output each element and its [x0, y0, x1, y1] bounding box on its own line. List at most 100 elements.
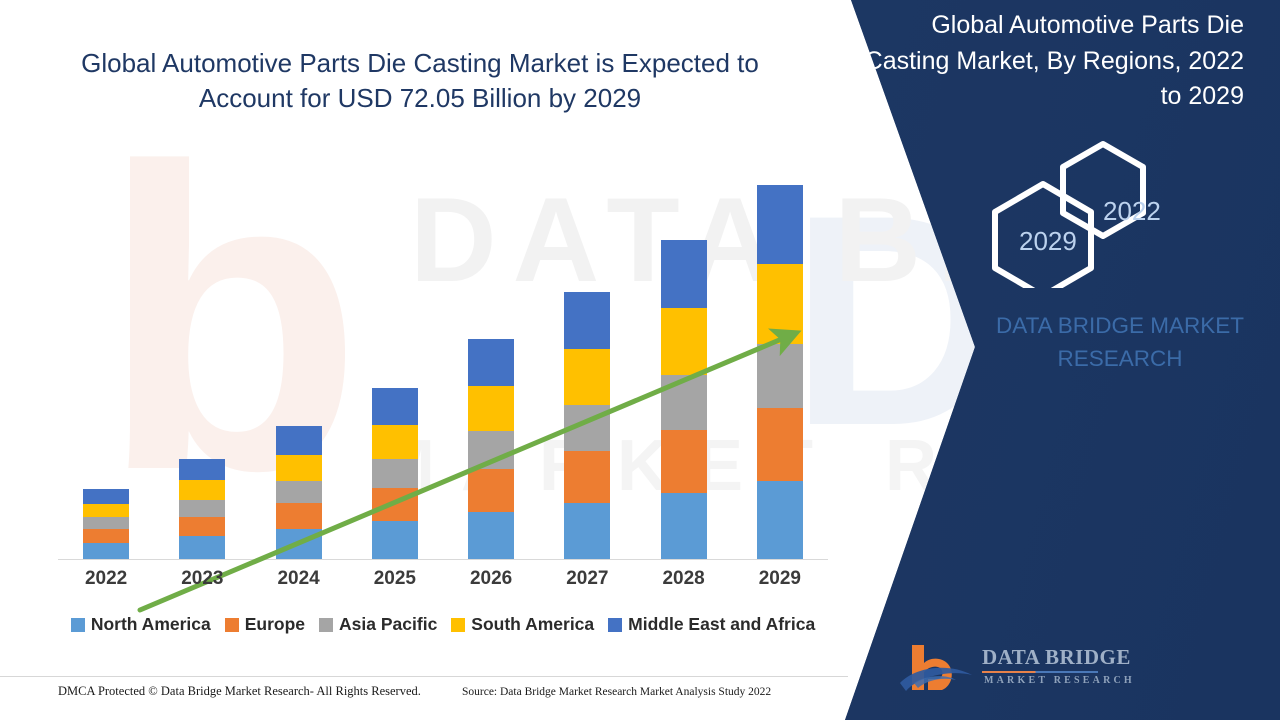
bar-segment: [660, 307, 707, 376]
bar-segment: [756, 264, 803, 344]
stacked-bar-2022: [83, 489, 130, 559]
copyright-notice: DMCA Protected © Data Bridge Market Rese…: [58, 684, 421, 698]
legend-item[interactable]: South America: [451, 614, 594, 635]
legend-swatch-icon: [224, 617, 239, 632]
stacked-bar-2027: [564, 291, 611, 559]
chart-bars: [58, 159, 828, 559]
bar-segment: [275, 503, 322, 530]
hexagon-badges: 2022 2029: [985, 138, 1175, 299]
bar-segment: [179, 536, 226, 559]
logo-divider: [982, 671, 1098, 673]
hexagon-2029-label: 2029: [1019, 226, 1077, 256]
x-tick-label: 2029: [758, 568, 802, 589]
bar-segment: [83, 503, 130, 518]
page-title: Global Automotive Parts Die Casting Mark…: [81, 48, 759, 113]
stacked-bar-2024: [275, 426, 322, 559]
bar-segment: [468, 468, 515, 513]
bar-segment: [83, 517, 130, 530]
legend-item[interactable]: Asia Pacific: [319, 614, 437, 635]
legend-label: Europe: [244, 614, 306, 634]
hexagon-2022-label: 2022: [1103, 196, 1161, 226]
legend-swatch-icon: [70, 617, 85, 632]
legend-label: South America: [471, 614, 595, 634]
bar-group: [347, 159, 443, 559]
bar-group: [251, 159, 347, 559]
bar-group: [154, 159, 250, 559]
bar-segment: [179, 516, 226, 537]
bar-segment: [660, 240, 707, 308]
bar-segment: [468, 431, 515, 469]
bar-segment: [371, 425, 418, 460]
bar-segment: [756, 481, 803, 559]
bar-group: [636, 159, 732, 559]
data-bridge-logo: DATA BRIDGE MARKET RESEARCH: [898, 641, 1132, 703]
bar-segment: [756, 343, 803, 409]
bar-segment: [660, 492, 707, 559]
bar-segment: [179, 480, 226, 500]
bar-segment: [275, 481, 322, 504]
bar-segment: [179, 458, 226, 480]
legend-swatch-icon: [451, 617, 466, 632]
stacked-bar-2025: [371, 388, 418, 559]
bar-segment: [468, 339, 515, 386]
panel-brand-text: DATA BRIDGE MARKET RESEARCH: [996, 313, 1244, 371]
bar-segment: [371, 459, 418, 488]
bar-segment: [468, 385, 515, 432]
legend-item[interactable]: Europe: [224, 614, 306, 635]
legend-item[interactable]: Middle East and Africa: [608, 614, 815, 635]
bar-segment: [371, 388, 418, 426]
bar-segment: [756, 408, 803, 482]
panel-title: Global Automotive Parts Die Casting Mark…: [864, 11, 1244, 110]
legend-swatch-icon: [319, 617, 334, 632]
bar-segment: [275, 529, 322, 559]
x-tick-label: 2028: [662, 568, 705, 589]
bar-segment: [564, 348, 611, 405]
bar-segment: [83, 529, 130, 544]
chart-x-tick-labels: 2022 2023 2024 2025 2026 2027 2028 2029: [58, 568, 828, 590]
bar-group: [732, 159, 828, 559]
bar-segment: [660, 375, 707, 431]
bar-segment: [371, 487, 418, 521]
bar-segment: [564, 450, 611, 503]
stacked-bar-2026: [468, 339, 515, 559]
stacked-bar-chart: [58, 150, 828, 613]
bar-group: [58, 159, 154, 559]
bar-segment: [179, 499, 226, 517]
bar-segment: [275, 454, 322, 482]
x-tick-label: 2025: [373, 568, 417, 589]
source-note: Source: Data Bridge Market Research Mark…: [462, 686, 772, 698]
footer-divider: [0, 676, 848, 677]
bar-segment: [564, 291, 611, 349]
x-tick-label: 2024: [277, 568, 320, 589]
legend-item[interactable]: North America: [70, 614, 211, 635]
bar-segment: [468, 512, 515, 559]
logo-subtitle: MARKET RESEARCH: [984, 675, 1135, 686]
chart-x-axis-line: [58, 559, 828, 560]
bar-segment: [83, 543, 130, 559]
legend-label: North America: [90, 614, 211, 634]
stacked-bar-2028: [660, 240, 707, 559]
x-tick-label: 2022: [84, 568, 128, 589]
legend-label: Middle East and Africa: [628, 614, 816, 634]
chart-legend: North America Europe Asia Pacific South Ame…: [58, 614, 828, 635]
logo-title: DATA BRIDGE: [982, 645, 1131, 669]
bar-group: [539, 159, 635, 559]
logo-mark-icon: [900, 645, 972, 691]
bar-segment: [660, 430, 707, 493]
stacked-bar-2029: [756, 185, 803, 559]
x-tick-label: 2023: [181, 568, 224, 589]
legend-label: Asia Pacific: [339, 614, 438, 634]
bar-group: [443, 159, 539, 559]
x-tick-label: 2026: [469, 568, 513, 589]
bar-segment: [564, 404, 611, 451]
bar-segment: [756, 185, 803, 265]
x-tick-label: 2027: [566, 568, 609, 589]
legend-swatch-icon: [608, 617, 623, 632]
stacked-bar-2023: [179, 458, 226, 559]
bar-segment: [275, 426, 322, 455]
bar-segment: [371, 520, 418, 559]
bar-segment: [564, 502, 611, 559]
bar-segment: [83, 489, 130, 504]
hexagon-2022-shape: [1060, 141, 1146, 239]
